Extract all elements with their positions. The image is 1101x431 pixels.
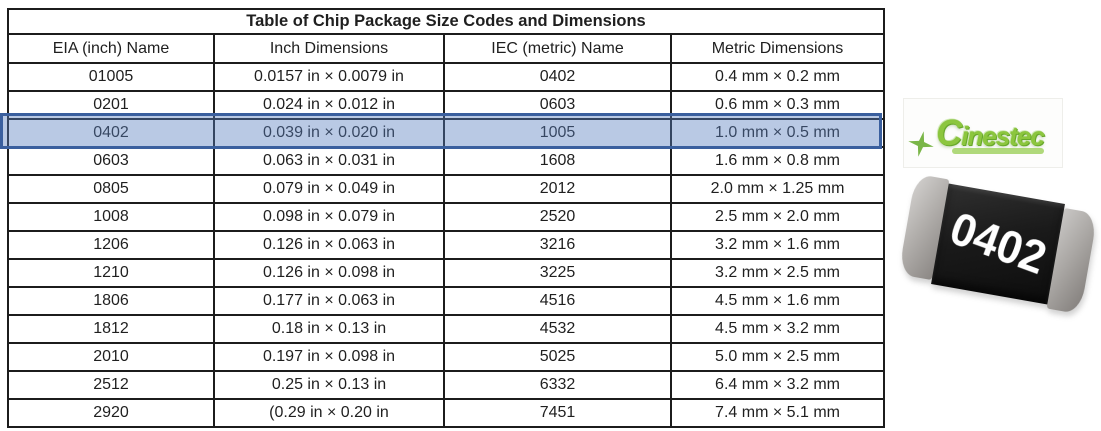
cell-eia: 1206 [7,230,215,260]
cell-eia: 0402 [7,118,215,148]
col-header-iec-name: IEC (metric) Name [443,33,672,64]
cell-iec: 2012 [443,174,672,204]
cell-inch: 0.0157 in × 0.0079 in [213,62,445,92]
cell-metric: 3.2 mm × 2.5 mm [669,258,886,288]
table-row: 1806 0.177 in × 0.063 in 4516 4.5 mm × 1… [7,286,886,316]
cell-metric: 2.5 mm × 2.0 mm [669,202,886,232]
chip-resistor-photo: 0402 [898,173,1099,315]
table-row: 01005 0.0157 in × 0.0079 in 0402 0.4 mm … [7,62,886,92]
cell-inch: 0.024 in × 0.012 in [213,90,445,120]
cell-inch: (0.29 in × 0.20 in [213,398,445,428]
cell-metric: 1.6 mm × 0.8 mm [669,146,886,176]
cell-metric: 4.5 mm × 3.2 mm [669,314,886,344]
table-row: 0201 0.024 in × 0.012 in 0603 0.6 mm × 0… [7,90,886,120]
col-header-inch-dimensions: Inch Dimensions [213,33,445,64]
cell-eia: 0603 [7,146,215,176]
cell-inch: 0.039 in × 0.020 in [213,118,445,148]
cell-eia: 1210 [7,258,215,288]
table-row: 0603 0.063 in × 0.031 in 1608 1.6 mm × 0… [7,146,886,176]
cell-inch: 0.126 in × 0.098 in [213,258,445,288]
cell-eia: 0805 [7,174,215,204]
table-row: 1210 0.126 in × 0.098 in 3225 3.2 mm × 2… [7,258,886,288]
cell-eia: 2920 [7,398,215,428]
cell-inch: 0.079 in × 0.049 in [213,174,445,204]
cell-iec: 2520 [443,202,672,232]
star-icon [906,129,937,160]
table-row: 1812 0.18 in × 0.13 in 4532 4.5 mm × 3.2… [7,314,886,344]
cell-eia: 0201 [7,90,215,120]
table-row: 2512 0.25 in × 0.13 in 6332 6.4 mm × 3.2… [7,370,886,400]
cell-eia: 2010 [7,342,215,372]
cell-inch: 0.098 in × 0.079 in [213,202,445,232]
cell-eia: 01005 [7,62,215,92]
cell-metric: 3.2 mm × 1.6 mm [669,230,886,260]
cell-inch: 0.177 in × 0.063 in [213,286,445,316]
chip-body: 0402 [931,183,1065,305]
vendor-logo-text: Cinestec [936,112,1045,153]
col-header-eia-name: EIA (inch) Name [7,33,215,64]
chip-package-size-table: Table of Chip Package Size Codes and Dim… [6,8,886,428]
cell-inch: 0.18 in × 0.13 in [213,314,445,344]
cell-inch: 0.063 in × 0.031 in [213,146,445,176]
cell-metric: 2.0 mm × 1.25 mm [669,174,886,204]
cell-eia: 1008 [7,202,215,232]
cell-metric: 7.4 mm × 5.1 mm [669,398,886,428]
cell-metric: 4.5 mm × 1.6 mm [669,286,886,316]
cell-eia: 1812 [7,314,215,344]
cell-iec: 3216 [443,230,672,260]
cell-iec: 4516 [443,286,672,316]
table-header-row: EIA (inch) Name Inch Dimensions IEC (met… [7,33,886,64]
cell-inch: 0.25 in × 0.13 in [213,370,445,400]
table-row: 2010 0.197 in × 0.098 in 5025 5.0 mm × 2… [7,342,886,372]
cell-iec: 1005 [443,118,672,148]
table-title-row: Table of Chip Package Size Codes and Dim… [6,8,886,35]
cell-metric: 1.0 mm × 0.5 mm [669,118,886,148]
cell-iec: 0402 [443,62,672,92]
cell-metric: 5.0 mm × 2.5 mm [669,342,886,372]
table-row: 1008 0.098 in × 0.079 in 2520 2.5 mm × 2… [7,202,886,232]
table-title: Table of Chip Package Size Codes and Dim… [6,8,886,35]
table-row-highlighted: 0402 0.039 in × 0.020 in 1005 1.0 mm × 0… [7,118,886,148]
col-header-metric-dimensions: Metric Dimensions [669,33,886,64]
cell-metric: 0.4 mm × 0.2 mm [669,62,886,92]
cell-iec: 1608 [443,146,672,176]
cell-eia: 2512 [7,370,215,400]
cell-iec: 7451 [443,398,672,428]
cell-iec: 5025 [443,342,672,372]
cell-iec: 0603 [443,90,672,120]
cell-iec: 6332 [443,370,672,400]
cell-iec: 4532 [443,314,672,344]
cell-eia: 1806 [7,286,215,316]
cell-inch: 0.126 in × 0.063 in [213,230,445,260]
cell-metric: 0.6 mm × 0.3 mm [669,90,886,120]
logo-tagline-bar [952,148,1044,154]
vendor-logo: Cinestec [903,98,1063,168]
table-row: 1206 0.126 in × 0.063 in 3216 3.2 mm × 1… [7,230,886,260]
chip-size-label: 0402 [943,202,1053,285]
table-row: 0805 0.079 in × 0.049 in 2012 2.0 mm × 1… [7,174,886,204]
table-row: 2920 (0.29 in × 0.20 in 7451 7.4 mm × 5.… [7,398,886,428]
cell-iec: 3225 [443,258,672,288]
cell-metric: 6.4 mm × 3.2 mm [669,370,886,400]
cell-inch: 0.197 in × 0.098 in [213,342,445,372]
